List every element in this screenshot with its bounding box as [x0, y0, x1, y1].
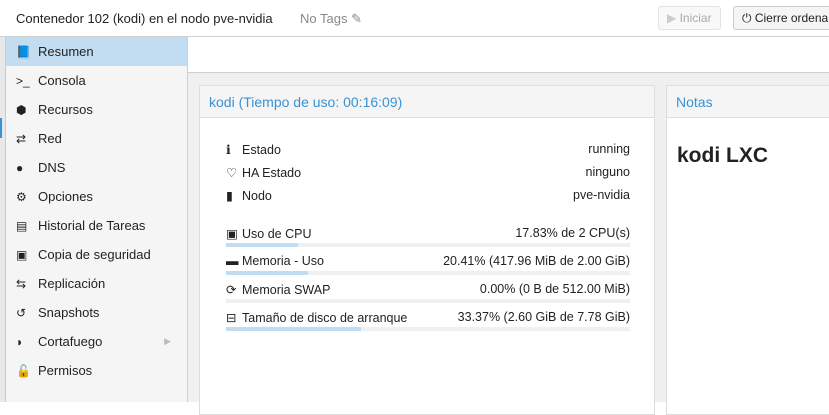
globe-icon: ● [16, 160, 24, 175]
usage-progress-bar [226, 327, 630, 331]
sidebar-item-label: Resumen [38, 44, 94, 59]
shield-icon: ◗ [16, 334, 24, 349]
list-icon: ▤ [16, 218, 28, 233]
retweet-icon: ⇆ [16, 276, 27, 291]
main-content: kodi (Tiempo de uso: 00:16:09) ℹ Estado ru… [188, 73, 829, 415]
info-row: ♡ HA Estado ninguno [226, 165, 630, 180]
usage-progress-bar [226, 243, 630, 247]
sidebar-item-label: Cortafuego [38, 334, 103, 349]
info-value: pve-nvidia [573, 188, 630, 202]
submenu-arrow-icon: ▶ [164, 336, 171, 346]
exchange-icon: ⇄ [16, 131, 27, 146]
info-label: Estado [242, 143, 281, 157]
unlock-icon: 🔓 [16, 363, 31, 378]
sidebar-item-resumen[interactable]: 📘 Resumen [6, 37, 187, 66]
usage-label: Memoria - Uso [242, 254, 324, 268]
pencil-icon[interactable]: ✎ [347, 11, 362, 26]
info-row: ℹ Estado running [226, 142, 630, 157]
page-title: Contenedor 102 (kodi) en el nodo pve-nvi… [16, 11, 273, 26]
hdd-icon: ⊟ [226, 311, 237, 325]
power-icon: ⏻ [742, 11, 755, 25]
sidebar-item-opciones[interactable]: ⚙ Opciones [6, 182, 187, 211]
info-label: Nodo [242, 189, 272, 203]
sidebar-item-label: Consola [38, 73, 86, 88]
usage-progress-fill [226, 327, 361, 331]
sidebar: 📘 Resumen >_ Consola ⬢ Recursos ⇄ Red ● DNS ⚙ Opcio… [6, 37, 188, 402]
sidebar-item-label: Snapshots [38, 305, 100, 320]
cube-icon: ⬢ [16, 102, 27, 117]
notes-panel-title: Notas [667, 86, 829, 118]
book-icon: 📘 [16, 44, 31, 59]
status-panel: kodi (Tiempo de uso: 00:16:09) ℹ Estado ru… [199, 85, 655, 415]
play-icon: ▶ [667, 11, 680, 25]
start-label: Iniciar [679, 11, 712, 25]
sidebar-item-label: Replicación [38, 276, 106, 291]
info-value: ninguno [585, 165, 631, 179]
notes-panel: Notas kodi LXC [666, 85, 829, 415]
sidebar-item-historial-de-tareas[interactable]: ▤ Historial de Tareas [6, 211, 187, 240]
usage-progress-fill [226, 243, 299, 247]
sidebar-item-cortafuego[interactable]: ◗ Cortafuego ▶ [6, 327, 187, 356]
usage-row: ▬ Memoria - Uso 20.41% (417.96 MiB de 2.00… [226, 254, 630, 268]
shutdown-button[interactable]: ⏻ Cierre ordena [733, 6, 829, 30]
sidebar-item-label: Copia de seguridad [38, 247, 151, 262]
sidebar-item-dns[interactable]: ● DNS [6, 153, 187, 182]
info-value: running [588, 142, 630, 156]
sidebar-item-label: Recursos [38, 102, 93, 117]
usage-label: Memoria SWAP [242, 283, 331, 297]
usage-label: Uso de CPU [242, 227, 312, 241]
resource-tree-edge [0, 0, 6, 402]
sidebar-item-snapshots[interactable]: ↺ Snapshots [6, 298, 187, 327]
usage-value: 20.41% (417.96 MiB de 2.00 GiB) [443, 254, 630, 268]
info-label: HA Estado [242, 166, 302, 180]
info-row: ▮ Nodo pve-nvidia [226, 188, 630, 203]
tags[interactable]: No Tags ✎ [300, 11, 362, 27]
usage-row: ⟳ Memoria SWAP 0.00% (0 B de 512.00 MiB) [226, 282, 630, 297]
notes-content: kodi LXC [677, 144, 769, 167]
sidebar-item-copia-de-seguridad[interactable]: ▣ Copia de seguridad [6, 240, 187, 269]
toolbar [188, 37, 829, 73]
tags-label: No Tags [300, 11, 348, 26]
status-panel-title: kodi (Tiempo de uso: 00:16:09) [200, 86, 654, 118]
memory-icon: ▬ [226, 254, 239, 268]
sidebar-item-label: Permisos [38, 363, 93, 378]
cpu-icon: ▣ [226, 227, 238, 241]
usage-value: 33.37% (2.60 GiB de 7.78 GiB) [457, 310, 630, 324]
terminal-icon: >_ [16, 73, 30, 88]
shutdown-label: Cierre ordena [754, 11, 829, 25]
usage-progress-bar [226, 271, 630, 275]
sidebar-item-permisos[interactable]: 🔓 Permisos [6, 356, 187, 385]
building-icon: ▮ [226, 189, 233, 203]
refresh-icon: ⟳ [226, 283, 237, 297]
gear-icon: ⚙ [16, 189, 27, 204]
usage-value: 0.00% (0 B de 512.00 MiB) [479, 282, 630, 296]
sidebar-item-recursos[interactable]: ⬢ Recursos [6, 95, 187, 124]
sidebar-item-consola[interactable]: >_ Consola [6, 66, 187, 95]
usage-row: ⊟ Tamaño de disco de arranque 33.37% (2.60… [226, 310, 630, 325]
usage-row: ▣ Uso de CPU 17.83% de 2 CPU(s) [226, 226, 630, 241]
heartbeat-icon: ♡ [226, 166, 238, 180]
sidebar-item-label: DNS [38, 160, 66, 175]
usage-label: Tamaño de disco de arranque [242, 311, 408, 325]
sidebar-item-red[interactable]: ⇄ Red [6, 124, 187, 153]
sidebar-item-label: Opciones [38, 189, 93, 204]
info-icon: ℹ [226, 143, 231, 157]
usage-progress-fill [226, 271, 309, 275]
usage-progress-bar [226, 299, 630, 303]
header: Contenedor 102 (kodi) en el nodo pve-nvi… [0, 0, 829, 37]
sidebar-item-replicaci-n[interactable]: ⇆ Replicación [6, 269, 187, 298]
sidebar-item-label: Historial de Tareas [38, 218, 146, 233]
history-icon: ↺ [16, 305, 27, 320]
start-button[interactable]: ▶ Iniciar [658, 6, 721, 30]
sidebar-item-label: Red [38, 131, 62, 146]
floppy-icon: ▣ [16, 247, 28, 262]
usage-value: 17.83% de 2 CPU(s) [515, 226, 630, 240]
